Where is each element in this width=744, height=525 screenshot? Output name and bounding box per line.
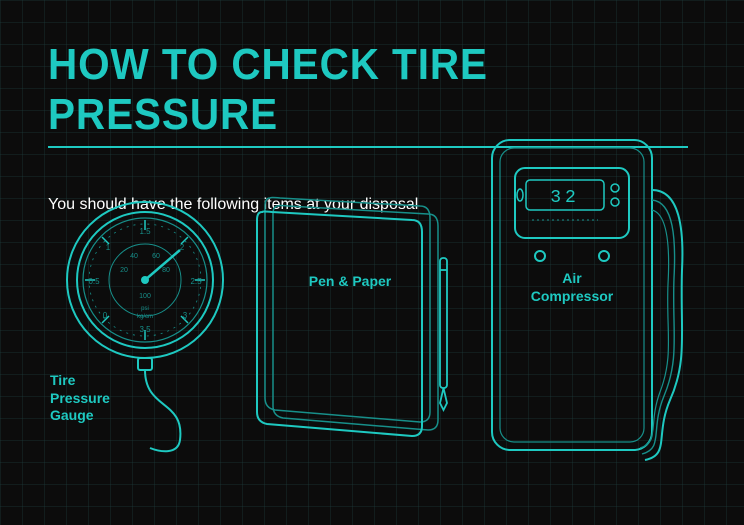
- svg-text:60: 60: [152, 253, 160, 260]
- svg-text:3: 3: [183, 311, 188, 320]
- gauge-label: TirePressureGauge: [50, 372, 110, 425]
- svg-text:2.5: 2.5: [190, 277, 202, 286]
- svg-text:100: 100: [139, 293, 151, 300]
- svg-text:psi: psi: [141, 306, 149, 312]
- page-title: HOW TO CHECK TIRE PRESSURE: [48, 40, 644, 140]
- items-area: 0 0.5 1 1.5 2 2.5 3 3.5 20 40 60 80 100 …: [0, 130, 744, 525]
- svg-text:kg/cm: kg/cm: [137, 314, 153, 320]
- svg-text:2: 2: [180, 243, 185, 252]
- svg-text:1: 1: [106, 243, 111, 252]
- svg-text:0.5: 0.5: [88, 277, 100, 286]
- svg-text:3.5: 3.5: [139, 325, 151, 334]
- compressor-display-value: 32: [550, 188, 580, 208]
- svg-text:40: 40: [130, 253, 138, 260]
- paper-illustration: [240, 188, 470, 448]
- compressor-illustration: 32: [470, 130, 710, 490]
- svg-text:0: 0: [103, 311, 108, 320]
- svg-text:80: 80: [162, 267, 170, 274]
- compressor-label: AirCompressor: [526, 270, 618, 305]
- svg-text:20: 20: [120, 267, 128, 274]
- svg-text:1.5: 1.5: [139, 227, 151, 236]
- paper-label: Pen & Paper: [290, 273, 410, 291]
